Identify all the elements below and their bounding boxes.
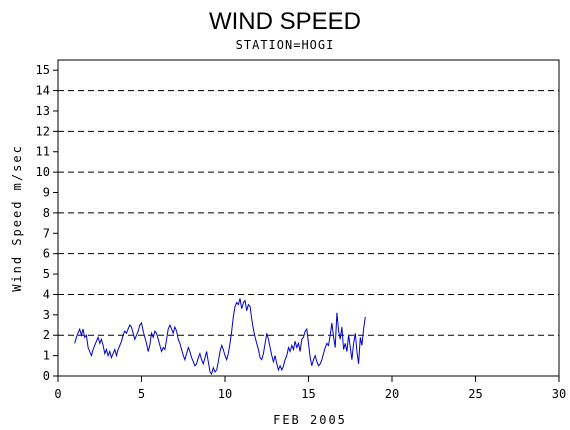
y-tick-label-10: 10 — [36, 165, 50, 179]
series-line-0 — [74, 298, 366, 376]
x-tick-label-30: 30 — [552, 387, 566, 401]
x-tick-label-15: 15 — [301, 387, 315, 401]
y-tick-label-4: 4 — [43, 287, 50, 301]
y-tick-label-0: 0 — [43, 369, 50, 383]
x-axis-label: FEB 2005 — [273, 413, 347, 427]
y-tick-label-1: 1 — [43, 349, 50, 363]
chart-subtitle: STATION=HOGI — [236, 38, 335, 52]
y-tick-label-6: 6 — [43, 247, 50, 261]
x-tick-label-20: 20 — [385, 387, 399, 401]
y-tick-label-15: 15 — [36, 63, 50, 77]
y-tick-label-7: 7 — [43, 226, 50, 240]
series-layer — [74, 298, 366, 376]
y-tick-label-13: 13 — [36, 104, 50, 118]
y-tick-label-9: 9 — [43, 186, 50, 200]
x-tick-label-10: 10 — [218, 387, 232, 401]
y-tick-label-8: 8 — [43, 206, 50, 220]
y-tick-label-11: 11 — [36, 145, 50, 159]
y-axis-label: Wind Speed m/sec — [10, 144, 24, 292]
reference-lines — [58, 90, 559, 377]
y-tick-label-14: 14 — [36, 84, 50, 98]
axes — [57, 59, 560, 377]
x-tick-label-25: 25 — [468, 387, 482, 401]
y-tick-label-5: 5 — [43, 267, 50, 281]
plot-frame — [57, 59, 560, 377]
x-tick-label-0: 0 — [54, 387, 61, 401]
chart-title: WIND SPEED — [209, 8, 361, 35]
y-tick-label-2: 2 — [43, 328, 50, 342]
y-tick-label-3: 3 — [43, 308, 50, 322]
y-tick-label-12: 12 — [36, 124, 50, 138]
x-tick-label-5: 5 — [138, 387, 145, 401]
x-axis-ticks: 0 5 10 15 20 25 30 — [54, 376, 566, 401]
